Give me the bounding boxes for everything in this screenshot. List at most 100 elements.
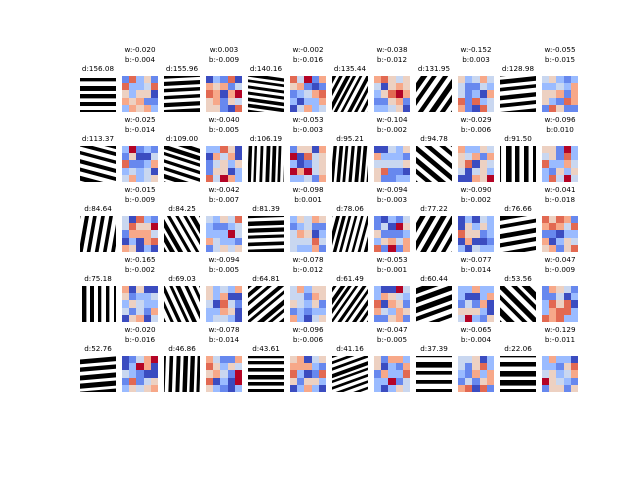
weight-pixel <box>549 223 557 231</box>
weight-pixel <box>304 153 312 161</box>
weight-pixel <box>220 160 228 168</box>
weight-pixel <box>227 363 235 371</box>
weight-pixel <box>395 307 403 315</box>
patch-distance-label: d:46.86 <box>168 344 196 353</box>
weight-pixel <box>395 286 403 294</box>
weight-label: w:-0.098 <box>292 185 324 194</box>
weight-pixel <box>395 370 403 378</box>
weight-pixel <box>234 97 242 105</box>
weight-pixel <box>402 293 410 301</box>
weight-pixel <box>297 83 305 91</box>
weight-pixel <box>227 216 235 224</box>
weight-pixel <box>465 286 473 294</box>
stripe-patch-image <box>80 76 116 112</box>
weight-label: w:-0.165 <box>124 255 156 264</box>
patch-distance-label: d:77.22 <box>420 204 448 213</box>
bias-label: b:-0.003 <box>376 195 408 204</box>
weight-pixel <box>570 160 578 168</box>
weight-pixel <box>290 307 298 315</box>
weight-pixel <box>220 300 228 308</box>
weight-pixel <box>297 76 305 84</box>
weight-pixel <box>122 104 130 112</box>
weight-pixel <box>388 307 396 315</box>
weight-pixel <box>556 160 564 168</box>
weight-pixel <box>486 146 494 154</box>
patch-distance-label: d:113.37 <box>81 134 115 143</box>
weight-pixel <box>479 384 487 392</box>
weight-pixel <box>311 244 319 252</box>
weight-pixel <box>136 83 144 91</box>
weight-pixel <box>220 293 228 301</box>
weight-pixel <box>129 307 137 315</box>
weight-pixel <box>122 307 130 315</box>
weight-pixel <box>465 83 473 91</box>
weight-pixel <box>388 237 396 245</box>
weight-heatmap <box>122 356 158 392</box>
weight-pixel <box>290 83 298 91</box>
weight-heatmap <box>458 356 494 392</box>
weight-pixel <box>563 153 571 161</box>
weight-pixel <box>388 356 396 364</box>
weight-heatmap <box>290 356 326 392</box>
bias-label: b:-0.011 <box>544 335 576 344</box>
weight-pixel <box>395 216 403 224</box>
patch-cell: d:69.03 <box>164 264 200 322</box>
weight-pixel <box>234 83 242 91</box>
weight-pixel <box>472 237 480 245</box>
weight-pixel <box>395 223 403 231</box>
weight-pixel <box>374 384 382 392</box>
weight-pixel <box>549 377 557 385</box>
weight-pixel <box>465 174 473 182</box>
weight-pixel <box>458 97 466 105</box>
weight-pixel <box>227 174 235 182</box>
weight-pixel <box>220 223 228 231</box>
weight-pixel <box>472 363 480 371</box>
weight-pixel <box>388 286 396 294</box>
weight-pixel <box>227 76 235 84</box>
weight-pixel <box>122 293 130 301</box>
weight-pixel <box>206 97 214 105</box>
weight-pixel <box>290 286 298 294</box>
patch-distance-label: d:95.21 <box>336 134 364 143</box>
weight-pixel <box>472 377 480 385</box>
weight-pixel <box>458 300 466 308</box>
weight-pixel <box>465 90 473 98</box>
weight-pixel <box>227 97 235 105</box>
weight-cell: w:-0.078 b:-0.012 <box>290 254 326 322</box>
patch-cell: d:95.21 <box>332 124 368 182</box>
weight-cell: w:-0.029 b:-0.006 <box>458 114 494 182</box>
weight-pixel <box>486 153 494 161</box>
weight-label: w:-0.025 <box>124 115 156 124</box>
weight-pixel <box>297 244 305 252</box>
weight-pixel <box>213 146 221 154</box>
weight-pixel <box>542 216 550 224</box>
weight-pixel <box>563 300 571 308</box>
weight-pixel <box>206 286 214 294</box>
weight-pixel <box>318 97 326 105</box>
weight-pixel <box>318 237 326 245</box>
weight-pixel <box>227 104 235 112</box>
weight-pixel <box>458 230 466 238</box>
weight-pixel <box>465 97 473 105</box>
weight-pixel <box>220 377 228 385</box>
weight-pixel <box>311 286 319 294</box>
weight-pixel <box>234 377 242 385</box>
weight-pixel <box>150 83 158 91</box>
patch-distance-label: d:60.44 <box>420 274 448 283</box>
patch-distance-label: d:75.18 <box>84 274 112 283</box>
weight-pixel <box>220 307 228 315</box>
weight-pixel <box>150 97 158 105</box>
weight-pixel <box>479 293 487 301</box>
weight-pixel <box>486 363 494 371</box>
patch-distance-label: d:78.06 <box>336 204 364 213</box>
weight-label: w:-0.053 <box>292 115 324 124</box>
stripe-patch-image <box>416 356 452 392</box>
stripe-patch-image <box>164 216 200 252</box>
weight-pixel <box>570 83 578 91</box>
weight-pixel <box>570 230 578 238</box>
weight-pixel <box>395 293 403 301</box>
weight-pixel <box>122 160 130 168</box>
weight-heatmap <box>206 286 242 322</box>
weight-pixel <box>381 223 389 231</box>
weight-pixel <box>297 237 305 245</box>
